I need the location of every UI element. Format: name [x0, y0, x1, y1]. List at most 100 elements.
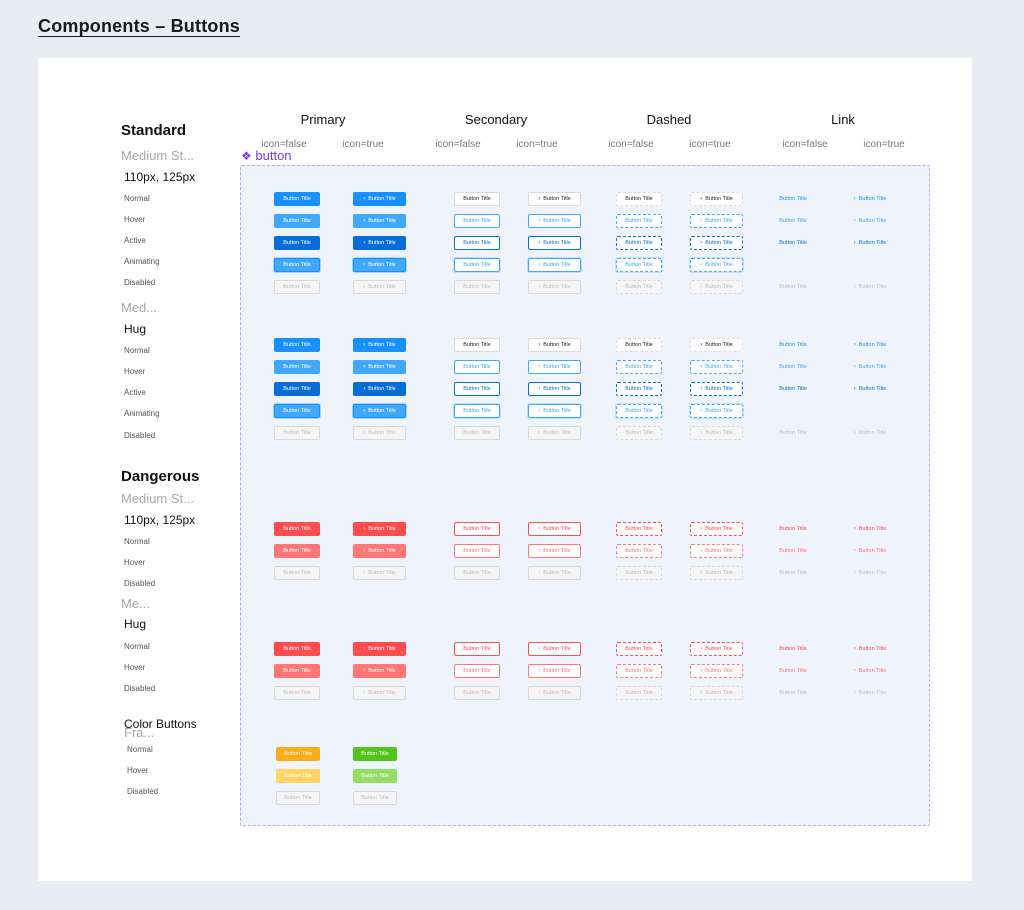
standard-link-hover-button[interactable]: Button Title: [774, 214, 812, 228]
standard-link-icon-hover-button[interactable]: › Button Title: [847, 214, 893, 228]
standard-secondary-hover-button[interactable]: Button Title: [454, 214, 500, 228]
danger-dashed-hover-button[interactable]: Button Title: [616, 544, 662, 558]
hug-secondary-normal-button[interactable]: Button Title: [454, 338, 500, 352]
hug-secondary-icon-hover-button[interactable]: › Button Title: [528, 360, 581, 374]
danger-secondary-disabled-button: Button Title: [454, 566, 500, 580]
danger-hug-primary-normal-button[interactable]: Button Title: [274, 642, 320, 656]
standard-dashed-animating-button[interactable]: Button Title: [616, 258, 662, 272]
danger-hug-primary-hover-button[interactable]: Button Title: [274, 664, 320, 678]
standard-secondary-icon-animating-button[interactable]: › Button Title: [528, 258, 581, 272]
hug-dashed-icon-active-button[interactable]: › Button Title: [690, 382, 743, 396]
danger-secondary-hover-button[interactable]: Button Title: [454, 544, 500, 558]
danger-primary-icon-hover-button[interactable]: › Button Title: [353, 544, 406, 558]
standard-primary-animating-button[interactable]: Button Title: [274, 258, 320, 272]
standard-dashed-icon-normal-button[interactable]: › Button Title: [690, 192, 743, 206]
danger-hug-dashed-normal-button[interactable]: Button Title: [616, 642, 662, 656]
danger-hug-dashed-icon-hover-button[interactable]: › Button Title: [690, 664, 743, 678]
hug-secondary-animating-button[interactable]: Button Title: [454, 404, 500, 418]
danger-hug-secondary-normal-button[interactable]: Button Title: [454, 642, 500, 656]
hug-link-hover-button[interactable]: Button Title: [774, 360, 812, 374]
color-green-hover-button[interactable]: Button Title: [353, 769, 397, 783]
standard-link-icon-active-button[interactable]: › Button Title: [847, 236, 893, 250]
standard-dashed-hover-button[interactable]: Button Title: [616, 214, 662, 228]
hug-primary-icon-animating-button[interactable]: › Button Title: [353, 404, 406, 418]
standard-link-icon-normal-button[interactable]: › Button Title: [847, 192, 893, 206]
danger-hug-primary-icon-hover-button[interactable]: › Button Title: [353, 664, 406, 678]
danger-link-icon-normal-button[interactable]: › Button Title: [847, 522, 893, 536]
danger-dashed-icon-hover-button[interactable]: › Button Title: [690, 544, 743, 558]
standard-dashed-icon-active-button[interactable]: › Button Title: [690, 236, 743, 250]
hug-primary-normal-button[interactable]: Button Title: [274, 338, 320, 352]
color-gold-hover-button[interactable]: Button Title: [276, 769, 320, 783]
color-green-normal-button[interactable]: Button Title: [353, 747, 397, 761]
danger-hug-link-icon-normal-button[interactable]: › Button Title: [847, 642, 893, 656]
standard-dashed-icon-animating-button[interactable]: › Button Title: [690, 258, 743, 272]
danger-secondary-icon-hover-button[interactable]: › Button Title: [528, 544, 581, 558]
danger-hug-dashed-hover-button[interactable]: Button Title: [616, 664, 662, 678]
danger-hug-link-icon-hover-button[interactable]: › Button Title: [847, 664, 893, 678]
standard-primary-normal-button[interactable]: Button Title: [274, 192, 320, 206]
section-subtitle-standard: Medium St...: [121, 148, 194, 163]
danger-hug-link-hover-button[interactable]: Button Title: [774, 664, 812, 678]
hug-link-active-button[interactable]: Button Title: [774, 382, 812, 396]
danger-link-normal-button[interactable]: Button Title: [774, 522, 812, 536]
hug-link-icon-normal-button[interactable]: › Button Title: [847, 338, 893, 352]
danger-primary-hover-button[interactable]: Button Title: [274, 544, 320, 558]
color-gold-normal-button[interactable]: Button Title: [276, 747, 320, 761]
hug-dashed-animating-button[interactable]: Button Title: [616, 404, 662, 418]
hug-secondary-active-button[interactable]: Button Title: [454, 382, 500, 396]
danger-hug-secondary-hover-button[interactable]: Button Title: [454, 664, 500, 678]
hug-secondary-icon-normal-button[interactable]: › Button Title: [528, 338, 581, 352]
danger-primary-normal-button[interactable]: Button Title: [274, 522, 320, 536]
hug-primary-hover-button[interactable]: Button Title: [274, 360, 320, 374]
hug-dashed-icon-animating-button[interactable]: › Button Title: [690, 404, 743, 418]
danger-hug-link-normal-button[interactable]: Button Title: [774, 642, 812, 656]
danger-hug-dashed-icon-normal-button[interactable]: › Button Title: [690, 642, 743, 656]
hug-primary-icon-normal-button[interactable]: › Button Title: [353, 338, 406, 352]
danger-secondary-icon-normal-button[interactable]: › Button Title: [528, 522, 581, 536]
hug-link-icon-hover-button[interactable]: › Button Title: [847, 360, 893, 374]
standard-primary-icon-hover-button[interactable]: › Button Title: [353, 214, 406, 228]
standard-primary-active-button[interactable]: Button Title: [274, 236, 320, 250]
hug-link-icon-active-button[interactable]: › Button Title: [847, 382, 893, 396]
danger-hug-primary-icon-normal-button[interactable]: › Button Title: [353, 642, 406, 656]
standard-dashed-normal-button[interactable]: Button Title: [616, 192, 662, 206]
standard-primary-icon-normal-button[interactable]: › Button Title: [353, 192, 406, 206]
standard-dashed-icon-hover-button[interactable]: › Button Title: [690, 214, 743, 228]
state-label-disabled: Disabled: [124, 431, 156, 440]
hug-primary-animating-button[interactable]: Button Title: [274, 404, 320, 418]
danger-link-icon-hover-button[interactable]: › Button Title: [847, 544, 893, 558]
hug-dashed-icon-hover-button[interactable]: › Button Title: [690, 360, 743, 374]
hug-secondary-icon-active-button[interactable]: › Button Title: [528, 382, 581, 396]
standard-dashed-active-button[interactable]: Button Title: [616, 236, 662, 250]
hug-secondary-hover-button[interactable]: Button Title: [454, 360, 500, 374]
hug-link-normal-button[interactable]: Button Title: [774, 338, 812, 352]
standard-primary-icon-animating-button[interactable]: › Button Title: [353, 258, 406, 272]
danger-link-hover-button[interactable]: Button Title: [774, 544, 812, 558]
danger-hug-secondary-icon-normal-button[interactable]: › Button Title: [528, 642, 581, 656]
standard-secondary-icon-hover-button[interactable]: › Button Title: [528, 214, 581, 228]
standard-primary-hover-button[interactable]: Button Title: [274, 214, 320, 228]
standard-link-active-button[interactable]: Button Title: [774, 236, 812, 250]
standard-secondary-icon-active-button[interactable]: › Button Title: [528, 236, 581, 250]
standard-primary-icon-active-button[interactable]: › Button Title: [353, 236, 406, 250]
hug-primary-icon-active-button[interactable]: › Button Title: [353, 382, 406, 396]
hug-dashed-hover-button[interactable]: Button Title: [616, 360, 662, 374]
danger-primary-icon-normal-button[interactable]: › Button Title: [353, 522, 406, 536]
standard-secondary-normal-button[interactable]: Button Title: [454, 192, 500, 206]
standard-secondary-animating-button[interactable]: Button Title: [454, 258, 500, 272]
hug-dashed-active-button[interactable]: Button Title: [616, 382, 662, 396]
standard-secondary-icon-normal-button[interactable]: › Button Title: [528, 192, 581, 206]
standard-link-normal-button[interactable]: Button Title: [774, 192, 812, 206]
danger-secondary-normal-button[interactable]: Button Title: [454, 522, 500, 536]
hug-dashed-normal-button[interactable]: Button Title: [616, 338, 662, 352]
hug-primary-icon-hover-button[interactable]: › Button Title: [353, 360, 406, 374]
danger-hug-secondary-icon-hover-button[interactable]: › Button Title: [528, 664, 581, 678]
hug-secondary-icon-animating-button[interactable]: › Button Title: [528, 404, 581, 418]
button-label: Button Title: [779, 386, 807, 392]
danger-dashed-icon-normal-button[interactable]: › Button Title: [690, 522, 743, 536]
hug-primary-active-button[interactable]: Button Title: [274, 382, 320, 396]
standard-secondary-active-button[interactable]: Button Title: [454, 236, 500, 250]
danger-dashed-normal-button[interactable]: Button Title: [616, 522, 662, 536]
hug-dashed-icon-normal-button[interactable]: › Button Title: [690, 338, 743, 352]
